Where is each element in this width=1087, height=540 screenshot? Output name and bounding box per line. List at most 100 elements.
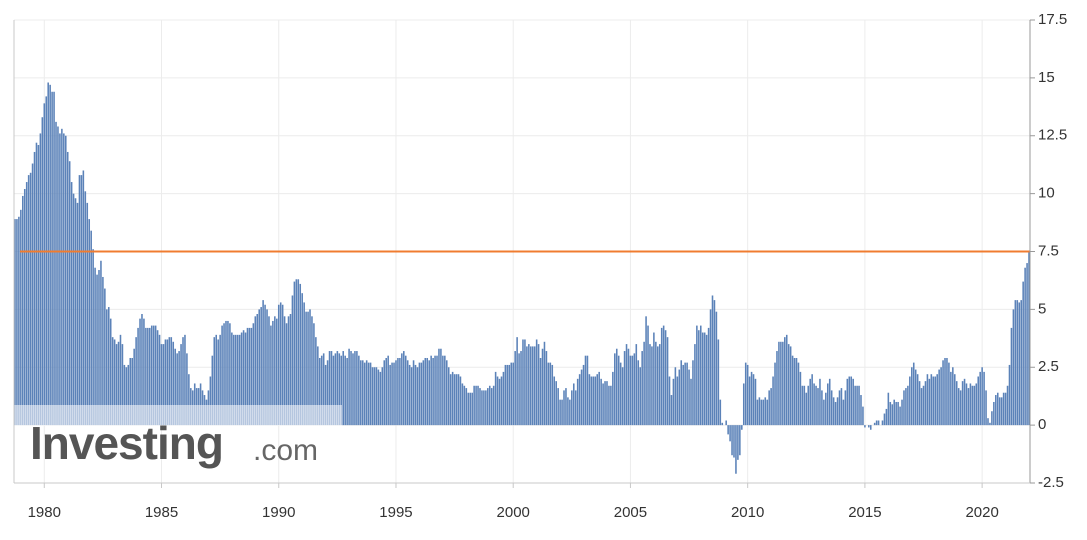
bar [184, 334, 186, 426]
bar [64, 135, 67, 426]
bar [229, 323, 231, 426]
bar [244, 332, 247, 426]
bar [826, 383, 829, 426]
bar [864, 425, 866, 428]
bar [283, 316, 286, 426]
bar [285, 323, 288, 426]
bar [399, 357, 401, 426]
bar [1020, 300, 1022, 426]
bar [959, 390, 962, 426]
bar [541, 348, 544, 426]
bar [397, 357, 399, 426]
bar [772, 376, 774, 426]
bar [1004, 392, 1007, 426]
bar [643, 341, 645, 426]
x-tick-label: 2010 [731, 504, 764, 521]
bar [711, 295, 714, 426]
bar [944, 357, 946, 426]
bar [750, 371, 753, 426]
bar [424, 357, 427, 426]
bar [778, 341, 780, 426]
bar [252, 323, 255, 426]
bar [74, 198, 77, 426]
bar [449, 374, 452, 426]
bar [875, 420, 878, 426]
bar [342, 351, 345, 426]
bar [725, 420, 727, 426]
bar [514, 351, 516, 426]
bar [946, 357, 948, 426]
bar [899, 406, 901, 426]
bar [471, 392, 473, 426]
bar [266, 309, 268, 426]
bar [699, 325, 702, 426]
bar [551, 364, 554, 426]
bar [789, 346, 792, 426]
bar [670, 395, 673, 426]
bar [395, 360, 397, 426]
bar [57, 126, 59, 426]
bar [678, 369, 681, 426]
bar [504, 364, 507, 426]
bar [655, 341, 657, 426]
bar [797, 362, 800, 426]
bar [948, 362, 950, 426]
bar [809, 378, 811, 426]
bar [63, 133, 65, 426]
bar [145, 327, 147, 426]
bar [262, 300, 264, 426]
bar [121, 344, 124, 426]
bar [742, 383, 745, 426]
bar [592, 376, 595, 426]
bar [236, 334, 239, 426]
bar [793, 357, 796, 426]
bar [487, 388, 489, 426]
bar [336, 351, 339, 426]
bar [852, 378, 854, 426]
bar [100, 260, 102, 426]
bar [633, 353, 636, 426]
bar [442, 355, 444, 426]
bar [158, 334, 161, 426]
bar [694, 344, 696, 426]
bar [969, 383, 972, 426]
bar [957, 388, 960, 426]
bar [721, 422, 724, 426]
bar [737, 425, 739, 460]
bar [72, 193, 75, 426]
bar [926, 374, 929, 426]
bar [889, 401, 892, 426]
bar [848, 376, 851, 426]
bar [1028, 251, 1030, 426]
bar [682, 364, 684, 426]
bar [246, 327, 249, 426]
bar [588, 374, 591, 426]
bar [84, 191, 87, 426]
bar [389, 364, 391, 426]
bar [213, 337, 216, 426]
bar [156, 330, 159, 426]
bar [625, 344, 628, 426]
bar [563, 390, 565, 426]
bar [1006, 385, 1009, 426]
bar [43, 103, 46, 426]
bar [438, 348, 440, 426]
bar [455, 374, 458, 426]
bar [813, 383, 815, 426]
bar [334, 353, 337, 426]
bar [680, 360, 683, 426]
bar [780, 341, 782, 426]
bar [785, 334, 788, 426]
bar [346, 357, 348, 426]
bar [641, 351, 643, 426]
bar [782, 341, 784, 426]
bar [350, 351, 352, 426]
bar [276, 318, 278, 426]
bar [131, 357, 133, 426]
bar [109, 318, 112, 426]
watermark-band [14, 405, 342, 426]
bar [918, 381, 921, 426]
bar [764, 397, 767, 426]
bar [692, 360, 694, 426]
bar [598, 371, 600, 426]
